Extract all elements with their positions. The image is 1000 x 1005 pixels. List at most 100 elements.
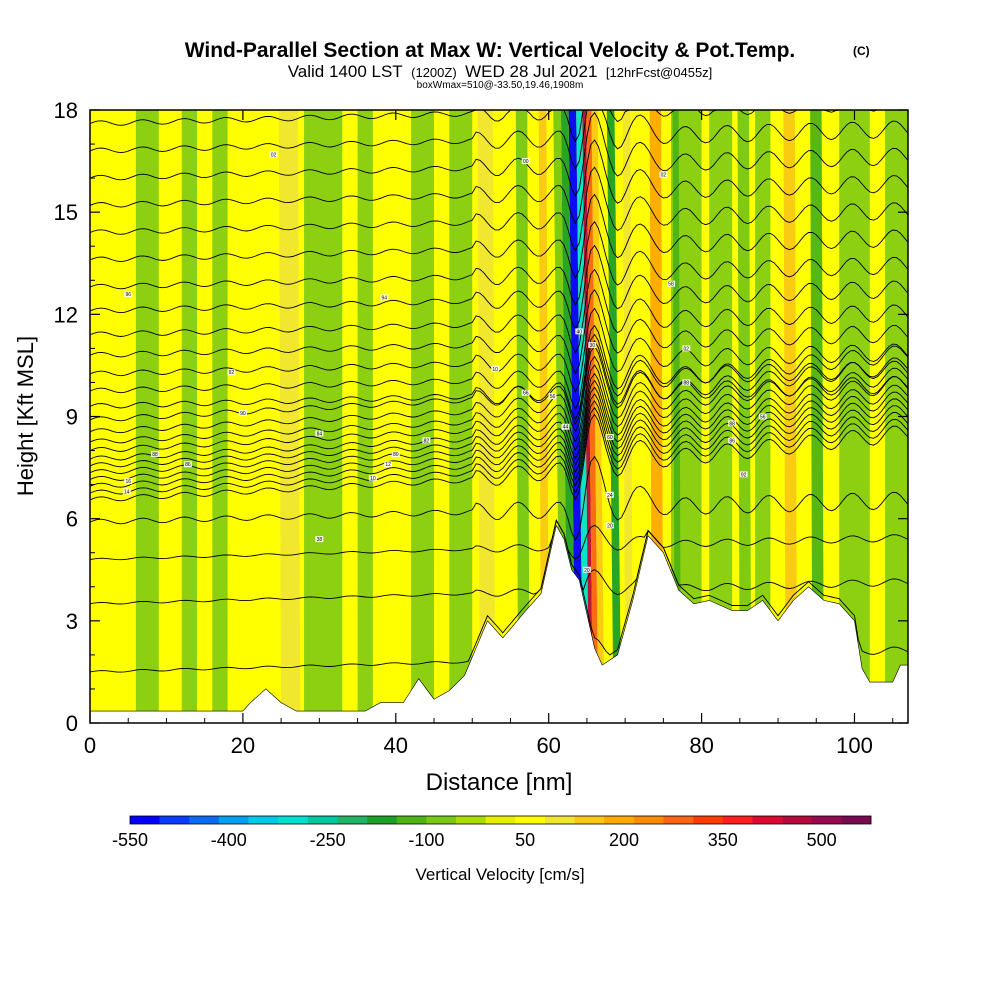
box-wmax-info: boxWmax=510@-33.50,19.46,1908m (417, 80, 584, 91)
x-axis-label: Distance [nm] (426, 769, 573, 796)
contour-label: 10 (492, 367, 498, 373)
velocity-cell (357, 110, 373, 723)
contour-label-bg (728, 437, 737, 444)
colorbar-swatch (633, 816, 664, 824)
colorbar-swatch (130, 816, 160, 824)
velocity-cell (449, 110, 473, 723)
velocity-cell (477, 110, 496, 723)
colorbar-swatch (841, 816, 872, 824)
y-tick-label: 15 (54, 200, 78, 225)
colorbar-swatch (515, 816, 546, 824)
colorbar-tick-labels: -550 -400 -250 -100 50 200 350 500 (112, 830, 837, 850)
contour-label-bg (491, 365, 500, 372)
contour-label-bg (659, 171, 668, 178)
velocity-cell (810, 110, 824, 723)
chart-subtitle: Valid 1400 LST (1200Z) WED 28 Jul 2021 [… (288, 62, 713, 81)
contour-label: 24 (607, 493, 613, 499)
contour-label-bg (582, 566, 591, 573)
contour-label-bg (605, 433, 614, 440)
velocity-cell (212, 110, 228, 723)
contour-label: 56 (760, 415, 766, 421)
contour-label-bg (667, 280, 676, 287)
isentrope-line (90, 364, 908, 452)
contour-label-bg (122, 488, 131, 495)
colorbar-swatch (811, 816, 842, 824)
velocity-cell (709, 110, 733, 723)
colorbar (129, 815, 872, 825)
isentrope-line (90, 519, 908, 673)
contour-label-bg (227, 369, 236, 376)
contour-label-bg (561, 423, 570, 430)
contour-label: 02 (271, 152, 277, 158)
contour-label: 14 (124, 489, 130, 495)
contour-label-bg (575, 328, 584, 335)
contour-label-bg (605, 491, 614, 498)
velocity-cell (411, 110, 435, 723)
chart-title: Wind-Parallel Section at Max W: Vertical… (185, 39, 796, 62)
contour-label: 66 (523, 391, 529, 397)
contour-label: 90 (240, 411, 246, 417)
isentrope-line (90, 244, 908, 330)
isentrope-line (90, 333, 908, 422)
isentrope-line (90, 413, 908, 502)
contour-label: 58 (668, 282, 674, 288)
contour-label: 00 (523, 159, 529, 165)
colorbar-tick-label: -550 (112, 830, 148, 850)
velocity-cell (783, 110, 798, 723)
subtitle-date: WED 28 Jul 2021 (465, 62, 597, 81)
colorbar-swatch (574, 816, 605, 824)
x-tick-label: 80 (689, 733, 713, 758)
x-tick-label: 40 (384, 733, 408, 758)
isentrope-line (90, 379, 908, 468)
colorbar-swatch (663, 816, 694, 824)
colorbar-swatch (752, 816, 783, 824)
velocity-cell (135, 110, 159, 723)
isentrope-line (90, 166, 908, 252)
contour-label-bg (548, 393, 557, 400)
colorbar-swatch (426, 816, 457, 824)
contour-label: 20 (584, 568, 590, 574)
contour-label-bg (605, 522, 614, 529)
contour-label: 92 (229, 370, 235, 376)
colorbar-swatch (248, 816, 279, 824)
colorbar-swatch (782, 816, 812, 824)
colorbar-swatch (307, 816, 338, 824)
isentrope-line (90, 345, 908, 434)
contour-label: 94 (382, 295, 388, 301)
isentrope-line (90, 288, 908, 375)
y-tick-label: 0 (66, 711, 78, 736)
contour-label-bg (422, 437, 431, 444)
y-tick-label: 9 (66, 405, 78, 430)
isentrope-line (90, 110, 908, 143)
y-tick-label: 3 (66, 609, 78, 634)
isentrope-line (90, 110, 908, 170)
isentrope-line (90, 519, 908, 605)
isentrope-line (90, 372, 908, 461)
isentrope-line (90, 519, 908, 561)
contour-label: 44 (563, 425, 569, 431)
isentrope-line (90, 324, 908, 411)
colorbar-label: Vertical Velocity [cm/s] (415, 865, 584, 884)
isentrope-line (90, 193, 908, 279)
colorbar-swatch (367, 816, 397, 824)
contour-label-bg (521, 389, 530, 396)
x-tick-label: 20 (231, 733, 255, 758)
contour-label: 96 (125, 292, 131, 298)
contour-label: 80 (393, 452, 399, 458)
contour-label-bg (238, 410, 247, 417)
isentrope-line (90, 400, 908, 488)
y-axis: 0 3 6 9 12 15 18 (54, 98, 908, 736)
colorbar-swatch (189, 816, 220, 824)
contour-label: 82 (424, 438, 430, 444)
contour-label-bg (682, 379, 691, 386)
colorbar-tick-label: -400 (211, 830, 247, 850)
x-tick-label: 60 (536, 733, 560, 758)
contour-label-bg (588, 341, 597, 348)
y-tick-label: 12 (54, 302, 78, 327)
velocity-cell (515, 110, 530, 723)
contour-label-bg (728, 420, 737, 427)
contour-label-bg (124, 290, 133, 297)
velocity-cell (568, 110, 584, 723)
